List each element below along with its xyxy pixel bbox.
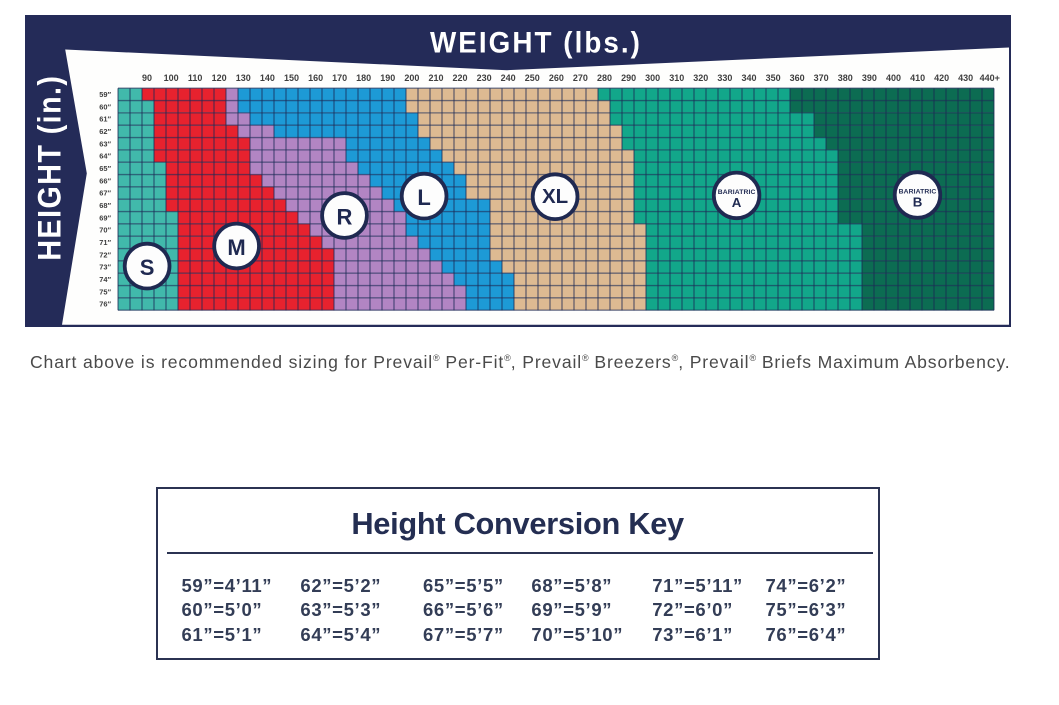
svg-text:WEIGHT (lbs.): WEIGHT (lbs.) [430,26,642,59]
svg-text:400: 400 [886,73,901,83]
svg-text:380: 380 [838,73,853,83]
svg-text:390: 390 [862,73,877,83]
svg-text:350: 350 [766,73,781,83]
svg-text:420: 420 [934,73,949,83]
svg-text:74″: 74″ [99,275,111,284]
svg-text:160: 160 [308,73,323,83]
svg-text:280: 280 [597,73,612,83]
svg-text:59″: 59″ [99,90,111,99]
svg-text:270: 270 [573,73,588,83]
svg-text:440+: 440+ [980,73,1000,83]
svg-text:M: M [227,235,245,260]
svg-text:73″: 73″ [99,263,111,272]
svg-text:72″: 72″ [99,250,111,259]
svg-text:90: 90 [142,73,152,83]
svg-text:63″: 63″ [99,139,111,148]
svg-text:70″: 70″ [99,226,111,235]
svg-text:67″: 67″ [99,189,111,198]
svg-text:210: 210 [428,73,443,83]
svg-text:S: S [140,255,155,280]
svg-text:260: 260 [549,73,564,83]
svg-text:A: A [732,195,742,210]
svg-text:64″: 64″ [99,152,111,161]
svg-text:190: 190 [380,73,395,83]
svg-text:320: 320 [693,73,708,83]
svg-text:300: 300 [645,73,660,83]
svg-text:250: 250 [525,73,540,83]
svg-text:150: 150 [284,73,299,83]
svg-text:290: 290 [621,73,636,83]
svg-text:110: 110 [188,73,203,83]
svg-text:61″: 61″ [99,115,111,124]
svg-text:65″: 65″ [99,164,111,173]
svg-text:R: R [337,205,353,230]
svg-text:60″: 60″ [99,102,111,111]
svg-text:360: 360 [790,73,805,83]
svg-text:200: 200 [404,73,419,83]
svg-text:76″: 76″ [99,300,111,309]
svg-text:310: 310 [669,73,684,83]
svg-text:430: 430 [958,73,973,83]
svg-text:HEIGHT (in.): HEIGHT (in.) [32,75,68,261]
svg-text:340: 340 [741,73,756,83]
svg-text:B: B [913,195,923,210]
svg-text:330: 330 [717,73,732,83]
svg-text:370: 370 [814,73,829,83]
svg-text:170: 170 [332,73,347,83]
svg-text:62″: 62″ [99,127,111,136]
svg-text:68″: 68″ [99,201,111,210]
svg-text:BARIATRIC: BARIATRIC [899,189,937,196]
svg-text:220: 220 [452,73,467,83]
svg-text:120: 120 [212,73,227,83]
svg-text:L: L [417,185,430,210]
svg-text:230: 230 [477,73,492,83]
svg-text:66″: 66″ [99,176,111,185]
svg-text:140: 140 [260,73,275,83]
svg-text:100: 100 [164,73,179,83]
svg-text:240: 240 [501,73,516,83]
svg-text:XL: XL [542,185,568,208]
svg-text:BARIATRIC: BARIATRIC [718,189,756,196]
svg-text:130: 130 [236,73,251,83]
svg-text:75″: 75″ [99,287,111,296]
svg-text:180: 180 [356,73,371,83]
svg-text:69″: 69″ [99,213,111,222]
svg-text:71″: 71″ [99,238,111,247]
svg-text:410: 410 [910,73,925,83]
